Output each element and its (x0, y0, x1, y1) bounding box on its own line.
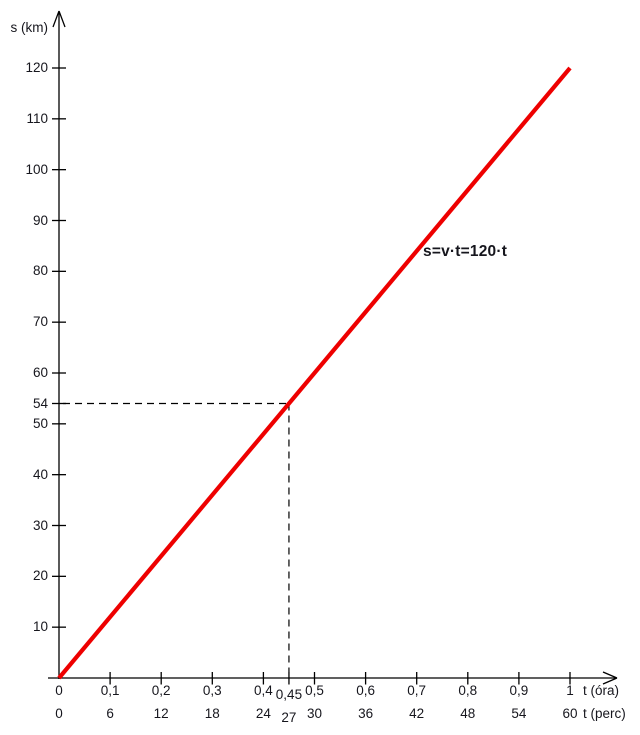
x-tick-label-hours: 1 (566, 683, 574, 698)
y-tick-label: 30 (32, 517, 48, 533)
x-tick-label-hours: 0,2 (151, 683, 171, 698)
x-tick-label-minutes: 36 (358, 706, 374, 721)
x-tick-label-minutes: 60 (562, 706, 578, 721)
y-tick-label: 80 (32, 263, 48, 279)
x-axis-arrowhead (602, 671, 618, 679)
x-tick-label-hours: 0,7 (407, 683, 427, 698)
x-tick-label-hours: 0,6 (356, 683, 375, 698)
x-tick-label-minutes: 42 (409, 706, 425, 721)
y-tick-label: 20 (32, 568, 48, 584)
y-tick-label: 50 (32, 415, 48, 431)
x-tick-label-minutes: 6 (106, 706, 114, 721)
y-tick-label: 10 (32, 619, 48, 635)
x-tick-label-minutes: 12 (153, 706, 169, 721)
x-tick-label-hours: 0,3 (202, 683, 222, 698)
x-tick-label-minutes: 54 (511, 706, 527, 721)
y-tick-label: 60 (32, 365, 48, 380)
x-tick-label-hours: 0,4 (254, 683, 273, 698)
speed-line (57, 66, 572, 680)
y-tick-label: 120 (25, 60, 48, 75)
y-tick-label: 54 (32, 395, 48, 411)
y-tick-label: 70 (32, 314, 48, 330)
x-tick-label-hours: 0,1 (100, 683, 120, 698)
x-tick-label-minutes: 48 (460, 706, 476, 721)
x-tick-label-minutes: 0 (55, 706, 63, 721)
x-tick-label-hours: 0,9 (509, 683, 529, 698)
x-tick-label-hours: 0,45 (275, 687, 303, 702)
x-tick-label-minutes: 27 (281, 710, 297, 725)
y-tick-label: 90 (32, 212, 48, 228)
x-tick-label-minutes: 24 (255, 706, 271, 721)
x-axis-arrowhead (602, 677, 618, 685)
x-tick-label-minutes: 18 (204, 706, 220, 721)
y-tick-label: 40 (32, 466, 48, 482)
y-axis-arrowhead (58, 10, 66, 28)
x-axis-title-hours: t (óra) (583, 683, 620, 698)
x-tick-label-hours: 0,5 (305, 683, 324, 698)
y-axis-arrowhead (52, 10, 60, 28)
y-axis-title: s (km) (10, 20, 49, 35)
x-tick-label-minutes: 30 (306, 706, 323, 721)
line-equation-label: s=v·t=120·t (423, 243, 508, 260)
y-tick-label: 100 (25, 161, 48, 177)
y-tick-label: 110 (26, 110, 48, 126)
x-tick-label-hours: 0,8 (458, 683, 478, 698)
x-axis-title-minutes: t (perc) (583, 706, 626, 721)
x-tick-label-hours: 0 (55, 683, 63, 698)
